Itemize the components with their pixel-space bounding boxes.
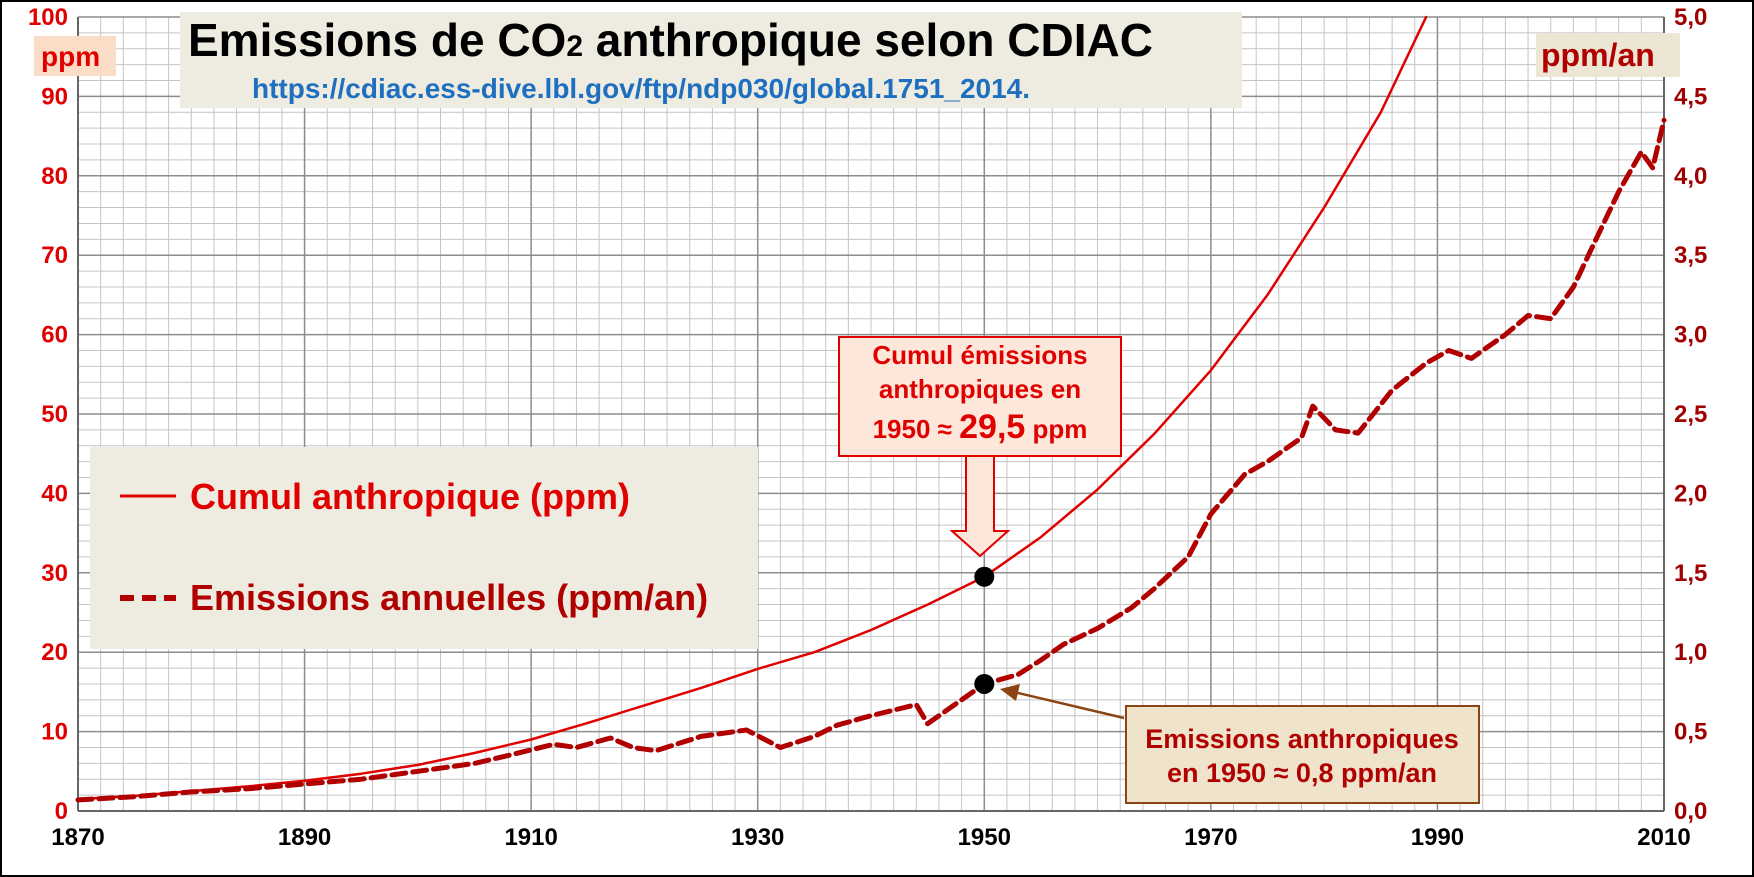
y-right-tick-label: 1,0 [1674, 639, 1707, 666]
x-tick-label: 1870 [51, 824, 104, 851]
x-tick-label: 1950 [958, 824, 1011, 851]
y-left-tick-label: 50 [41, 401, 68, 428]
title-panel [180, 12, 1242, 108]
y-right-tick-label: 4,0 [1674, 163, 1707, 190]
annotation-emissions-line2: en 1950 ≈ 0,8 ppm/an [1167, 758, 1437, 788]
y-right-tick-label: 2,0 [1674, 480, 1707, 507]
x-tick-label: 1890 [278, 824, 331, 851]
unit-right-label: ppm/an [1541, 37, 1655, 73]
x-tick-label: 1930 [731, 824, 784, 851]
y-left-tick-label: 0 [55, 798, 68, 825]
series-lines [75, 15, 1667, 803]
y-left-tick-label: 80 [41, 163, 68, 190]
annotation-cumul-line1: Cumul émissions [872, 340, 1087, 370]
chart-title: Emissions de CO2 anthropique selon CDIAC [188, 14, 1153, 66]
y-right-tick-label: 2,5 [1674, 401, 1707, 428]
annotation-emissions-box [1125, 705, 1480, 804]
annotation-emissions-pointer [1013, 690, 1125, 720]
series-emissions-line [75, 117, 1667, 803]
x-tick-label: 1970 [1184, 824, 1237, 851]
highlight-markers [974, 566, 995, 694]
y-left-tick-label: 20 [41, 639, 68, 666]
y-right-tick-label: 0,0 [1674, 798, 1707, 825]
annotation-cumul-value: 29,5 [959, 408, 1025, 446]
y-left-tick-label: 100 [28, 4, 68, 31]
legend-panel [90, 447, 758, 649]
y-left-tick-label: 30 [41, 560, 68, 587]
y-right-tick-label: 1,5 [1674, 560, 1707, 587]
annotation-cumul-box [838, 336, 1122, 457]
annotation-cumul-arrow [949, 455, 1011, 558]
legend-emissions-label: Emissions annuelles (ppm/an) [190, 577, 708, 618]
tick-labels: 0 10 20 30 40 50 60 70 80 90 100 0,0 0,5 1,0 1,5 2,0 2,5… [28, 4, 1707, 851]
y-left-tick-label: 10 [41, 719, 68, 746]
y-left-tick-label: 90 [41, 83, 68, 110]
x-tick-label: 1910 [504, 824, 557, 851]
y-left-tick-label: 60 [41, 322, 68, 349]
axes [77, 17, 1665, 812]
unit-left-bg [34, 36, 116, 76]
chart-title-subscript: 2 [566, 30, 583, 63]
annotation-cumul-suffix: ppm [1025, 414, 1087, 444]
source-url: https://cdiac.ess-dive.lbl.gov/ftp/ndp03… [252, 73, 1030, 104]
annotation-cumul-line3: 1950 ≈ 29,5 ppm [873, 408, 1088, 446]
x-tick-label: 2010 [1637, 824, 1690, 851]
y-right-tick-label: 4,5 [1674, 83, 1707, 110]
y-right-tick-label: 3,0 [1674, 322, 1707, 349]
annotation-emissions-arrowhead [1000, 684, 1020, 701]
chart-title-rest: anthropique selon CDIAC [583, 14, 1153, 66]
chart-title-main: Emissions de CO [188, 14, 566, 66]
point-cumul-1950 [974, 566, 995, 587]
unit-right-bg [1536, 33, 1680, 77]
y-right-tick-label: 0,5 [1674, 719, 1707, 746]
y-right-tick-label: 5,0 [1674, 4, 1707, 31]
series-cumul-line [76, 15, 1428, 801]
x-tick-label: 1990 [1411, 824, 1464, 851]
legend-cumul-label: Cumul anthropique (ppm) [190, 476, 630, 517]
annotation-cumul-prefix: 1950 ≈ [873, 414, 960, 444]
y-right-tick-label: 3,5 [1674, 242, 1707, 269]
annotation-cumul-line2: anthropiques en [879, 374, 1081, 404]
unit-left-label: ppm [41, 41, 100, 72]
y-left-tick-label: 70 [41, 242, 68, 269]
point-emissions-1950 [974, 673, 995, 694]
y-left-tick-label: 40 [41, 480, 68, 507]
annotation-emissions-line1: Emissions anthropiques [1145, 724, 1459, 754]
